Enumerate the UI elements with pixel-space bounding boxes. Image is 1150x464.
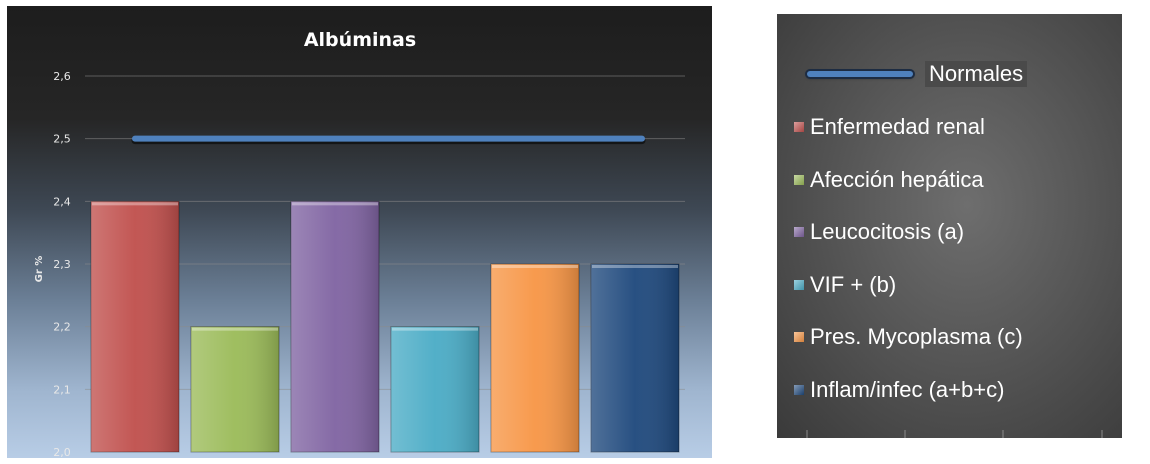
bar-chart: Albúminas Gr % 2,0 2,1 2,2 2,3 2,4 2,5 2,6 xyxy=(34,29,685,458)
bar-4 xyxy=(390,326,480,453)
legend-item-3: Leucocitosis (a) xyxy=(777,217,964,247)
y-tick-label: 2,1 xyxy=(53,383,71,396)
legend-label: Pres. Mycoplasma (c) xyxy=(810,324,1023,349)
bar-1 xyxy=(90,200,180,453)
bar-5 xyxy=(490,263,580,453)
legend-swatch xyxy=(794,279,804,290)
y-axis-label: Gr % xyxy=(34,256,45,283)
chart-title: Albúminas xyxy=(304,29,416,51)
legend-line-swatch xyxy=(807,71,913,77)
legend-item-normales: Normales xyxy=(777,59,1028,89)
legend-label: VIF + (b) xyxy=(810,271,897,297)
legend-item-6: Inflam/infec (a+b+c) xyxy=(777,375,1004,405)
y-tick-label: 2,3 xyxy=(53,258,71,271)
legend-baseline-ticks xyxy=(806,430,1103,438)
legend-item-4: VIF + (b) xyxy=(777,270,896,300)
bar-6 xyxy=(590,263,680,453)
legend-item-1: Enfermedad renal xyxy=(777,112,985,142)
bar-2 xyxy=(190,326,280,453)
legend-swatch xyxy=(794,122,804,132)
legend-label: Enfermedad renal xyxy=(810,114,985,139)
legend-swatch xyxy=(794,384,804,395)
legend-label: Normales xyxy=(925,61,1028,87)
y-tick-label: 2,5 xyxy=(53,133,71,146)
legend-panel: Normales Enfermedad renal Afección hepátic… xyxy=(777,14,1122,438)
legend-item-2: Afección hepática xyxy=(777,165,984,195)
legend-label: Leucocitosis (a) xyxy=(810,219,965,244)
legend-item-5: Pres. Mycoplasma (c) xyxy=(777,322,1023,352)
legend-swatch xyxy=(794,174,804,185)
y-tick-label: 2,4 xyxy=(53,195,71,208)
y-tick-label: 2,2 xyxy=(53,321,71,334)
legend-swatch xyxy=(794,227,804,237)
y-tick-label: 2,6 xyxy=(53,70,71,83)
y-tick-label: 2,0 xyxy=(53,446,71,458)
legend-label: Afección hepática xyxy=(810,166,984,192)
chart-panel: Albúminas Gr % 2,0 2,1 2,2 2,3 2,4 2,5 2,6 xyxy=(7,6,712,458)
legend-swatch xyxy=(794,332,804,342)
legend-label: Inflam/infec (a+b+c) xyxy=(810,376,1005,402)
bar-3 xyxy=(290,200,380,453)
